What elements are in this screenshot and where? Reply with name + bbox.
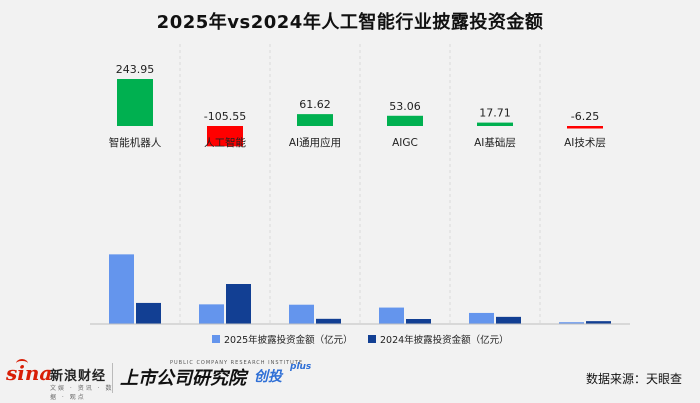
change-value-label: 243.95 [116, 63, 155, 76]
series-bar [379, 307, 404, 324]
legend-label: 2024年披露投资金额（亿元） [380, 334, 509, 346]
sina-logo-cn: 新浪财经 [50, 369, 107, 384]
change-value-label: 17.71 [479, 107, 511, 120]
change-value-label: -6.25 [571, 110, 599, 123]
change-bar [207, 126, 243, 147]
change-bar [567, 126, 603, 129]
category-label: AI技术层 [564, 136, 606, 149]
series-bar [469, 312, 494, 324]
change-value-label: 61.62 [299, 98, 331, 111]
sina-eye-icon [16, 359, 28, 368]
series-bar [289, 304, 314, 324]
series-bar [226, 284, 251, 324]
chuangtou-plus-logo: 创投 [254, 369, 282, 385]
series-bar [496, 316, 521, 324]
legend-swatch [368, 335, 376, 343]
legend-swatch [212, 335, 220, 343]
change-value-label: 53.06 [389, 100, 421, 113]
sina-logo-word: sina [6, 361, 53, 385]
series-bar [109, 254, 134, 324]
chart-canvas: 243.95 智能机器人 -105.55 人工智能 61.62 AI通用应用 53.06 AI… [90, 44, 630, 346]
series-bar [586, 321, 611, 324]
category-label: 人工智能 [204, 136, 246, 149]
category-label: AI通用应用 [289, 136, 341, 149]
change-bar [117, 79, 153, 126]
category-label: AI基础层 [474, 136, 516, 149]
category-label: 智能机器人 [109, 136, 162, 149]
sina-logo: sina 新浪财经 文娱 · 资讯 · 数据 · 观点 [6, 359, 114, 401]
change-bar [387, 115, 423, 126]
series-bar [136, 302, 161, 324]
chuangtou-plus-sup: plus [290, 362, 312, 372]
research-institute-en: PUBLIC COMPANY RESEARCH INSTITUTE [170, 360, 303, 366]
footer: sina 新浪财经 文娱 · 资讯 · 数据 · 观点 PUBLIC COMPA… [0, 355, 700, 403]
change-bar [477, 122, 513, 126]
series-bar [316, 318, 341, 324]
logo-divider [112, 363, 113, 393]
legend-label: 2025年披露投资金额（亿元） [224, 334, 353, 346]
series-bar [559, 322, 584, 324]
research-institute-logo: PUBLIC COMPANY RESEARCH INSTITUTE 上市公司研究… [120, 360, 320, 396]
series-bar [199, 304, 224, 324]
chart-title: 2025年vs2024年人工智能行业披露投资金额 [156, 12, 544, 33]
research-institute-cn: 上市公司研究院 [120, 368, 246, 389]
series-bar [406, 319, 431, 324]
data-source: 数据来源：天眼查 [585, 372, 682, 386]
change-value-label: -105.55 [204, 110, 246, 123]
sina-logo-sub: 文娱 · 资讯 · 数据 · 观点 [50, 385, 114, 401]
change-bar [297, 114, 333, 126]
category-label: AIGC [392, 137, 418, 149]
